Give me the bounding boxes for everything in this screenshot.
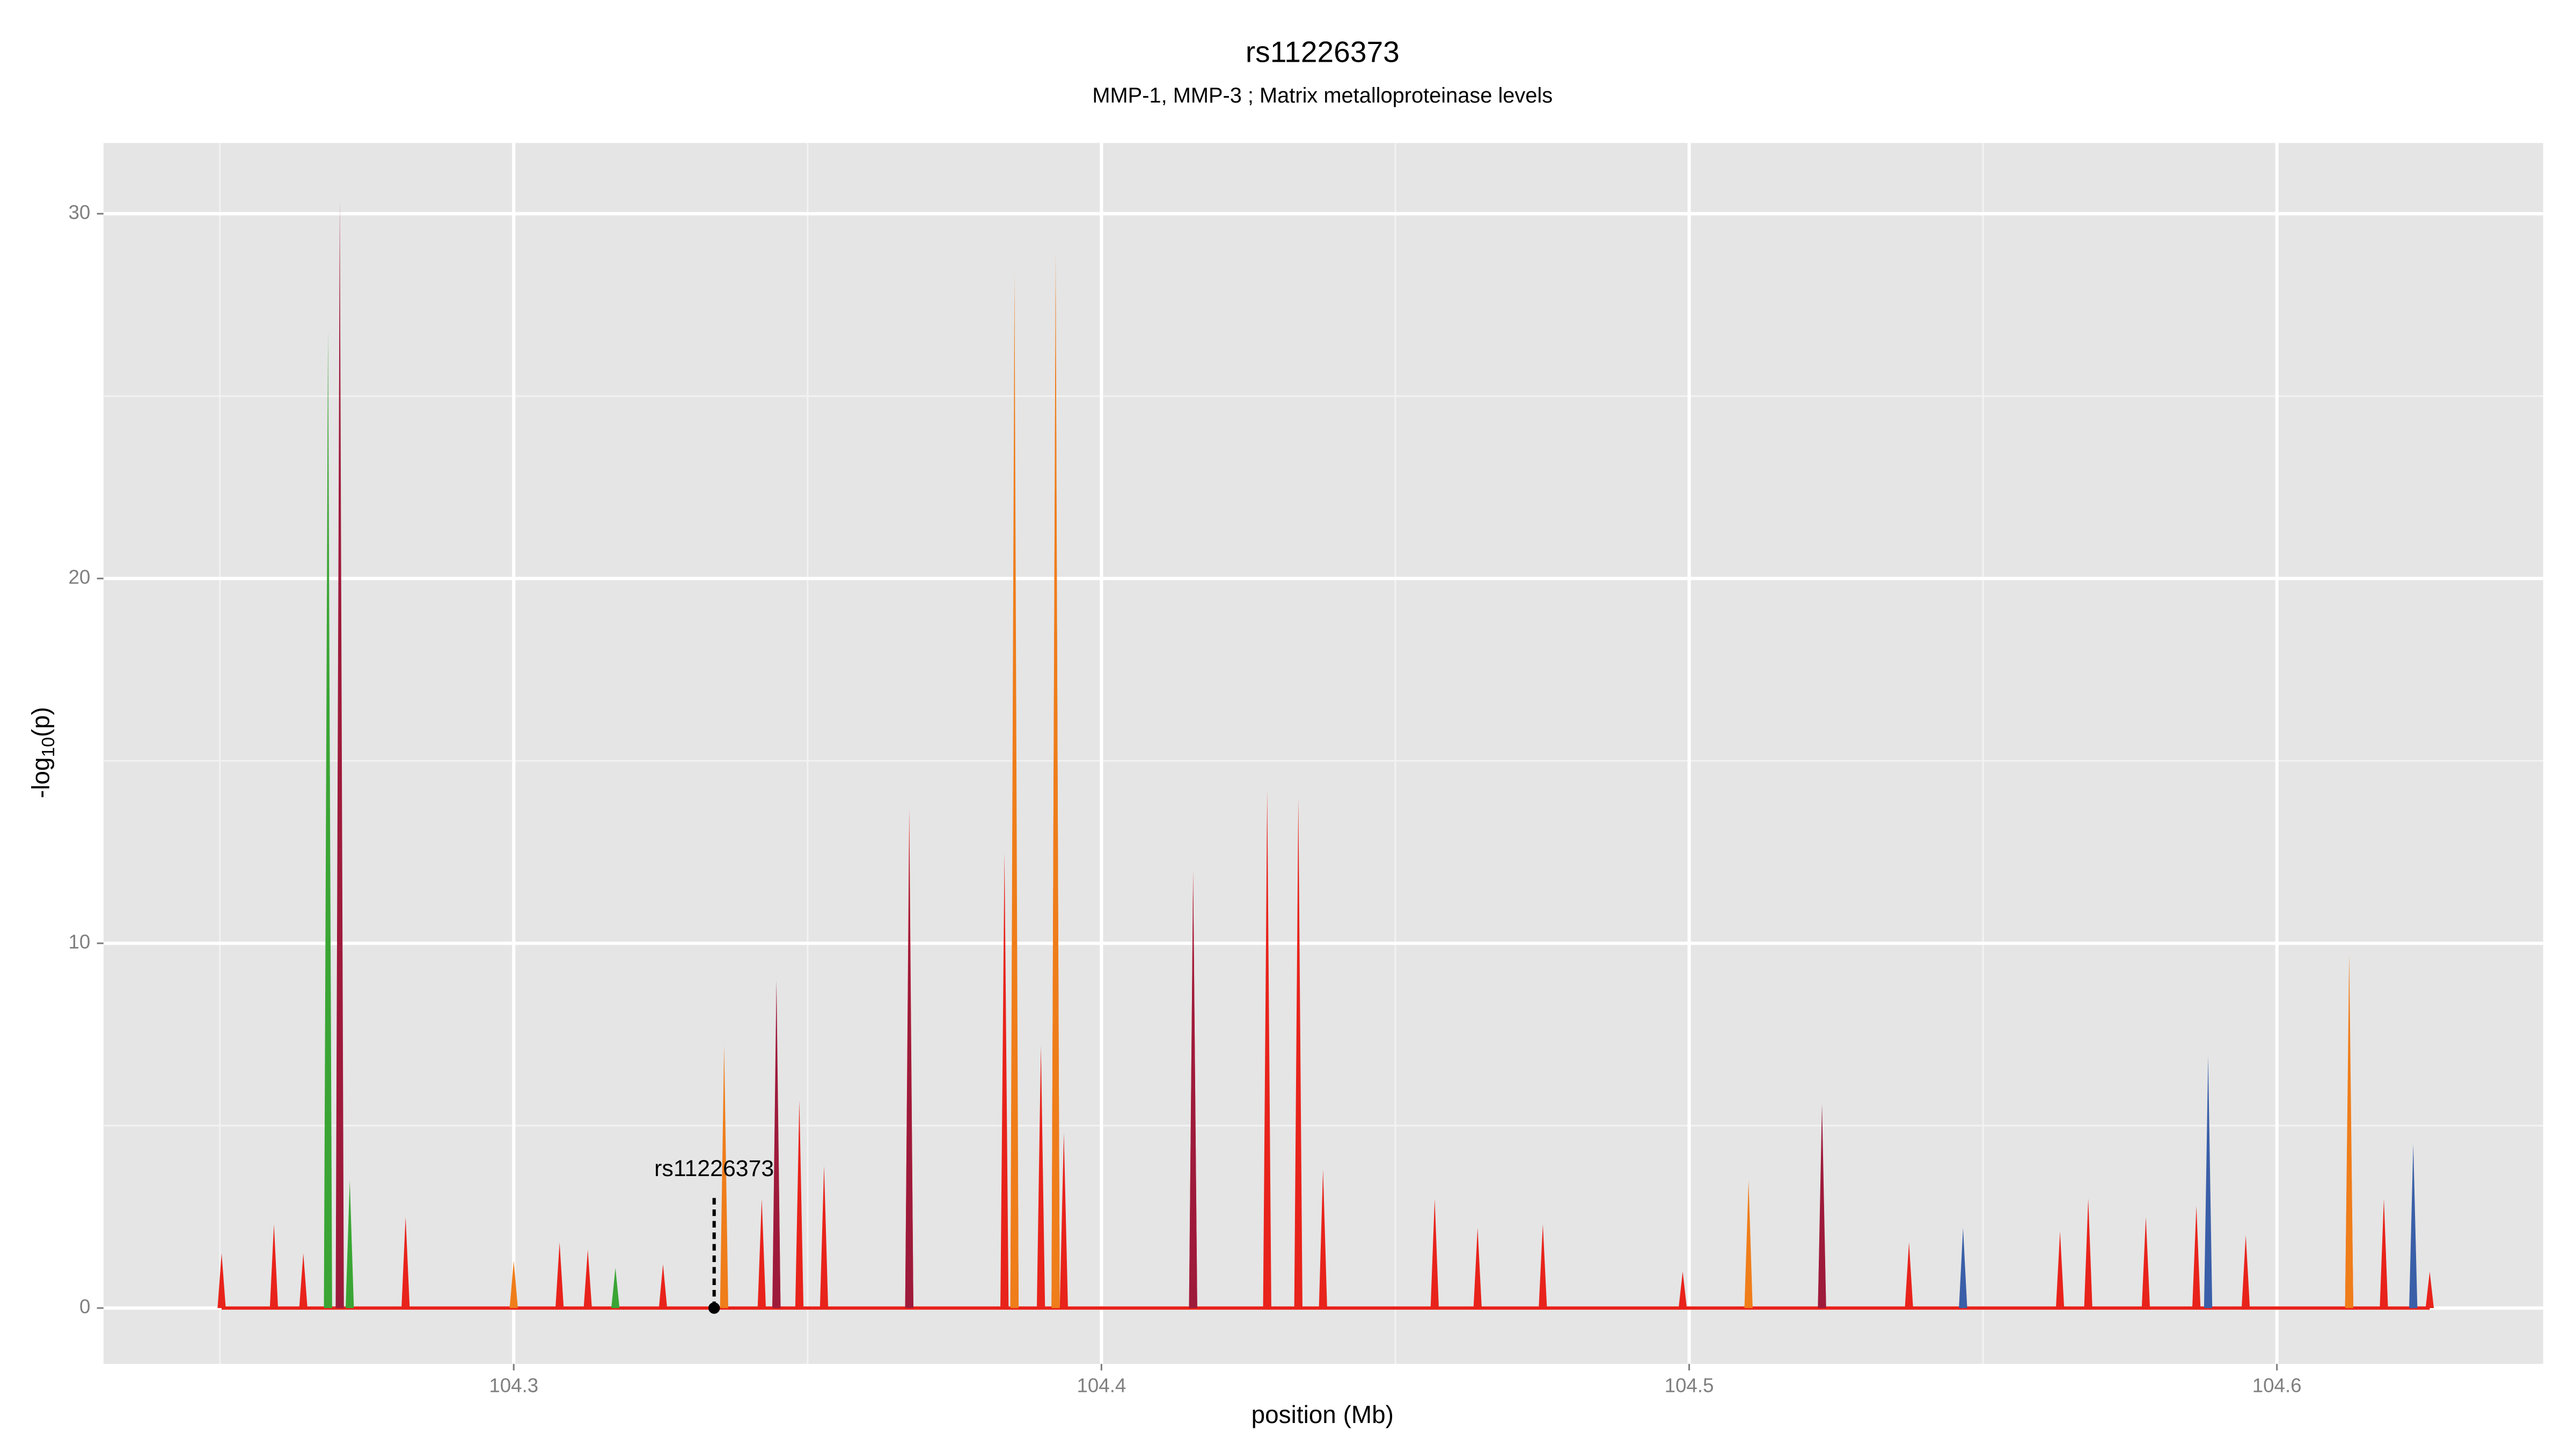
spike <box>2345 954 2354 1308</box>
spike <box>2204 1056 2213 1308</box>
spike <box>819 1165 829 1308</box>
spike <box>2409 1144 2418 1308</box>
plot-panel <box>103 143 2543 1364</box>
chart-subtitle: MMP-1, MMP-3 ; Matrix metalloproteinase … <box>1092 84 1553 107</box>
x-axis-title: position (Mb) <box>1252 1400 1394 1428</box>
x-tick-label: 104.4 <box>1077 1374 1126 1396</box>
spike <box>299 1253 308 1308</box>
spike <box>772 980 781 1308</box>
spike <box>905 834 913 1308</box>
spike <box>324 330 332 1308</box>
spike <box>555 1242 564 1308</box>
spike <box>217 1253 226 1308</box>
spike <box>1744 1180 1753 1308</box>
spike <box>1059 1133 1068 1308</box>
spike <box>2084 1198 2092 1308</box>
spike <box>2241 1235 2250 1308</box>
spike <box>1818 1104 1826 1308</box>
y-tick-label: 20 <box>69 566 91 588</box>
spike <box>1905 1242 1913 1308</box>
spike <box>1319 1169 1327 1308</box>
y-axis-title-sub: 10 <box>39 737 58 757</box>
spike <box>611 1268 620 1308</box>
chart-title: rs11226373 <box>1246 35 1400 69</box>
spike <box>1294 797 1302 1308</box>
x-tick-label: 104.6 <box>2252 1374 2302 1396</box>
spike <box>757 1198 766 1308</box>
spike <box>401 1216 410 1308</box>
spike <box>2380 1198 2388 1308</box>
annotation-point <box>708 1302 720 1314</box>
spike <box>1959 1228 1967 1308</box>
annotation-label: rs11226373 <box>654 1156 774 1181</box>
y-tick-label: 0 <box>79 1296 90 1318</box>
spike <box>1263 790 1271 1308</box>
spike <box>1430 1198 1439 1308</box>
spike <box>1473 1228 1482 1308</box>
spike <box>2055 1231 2065 1308</box>
spike <box>346 1180 354 1308</box>
y-axis-title-part: -log <box>27 757 55 799</box>
spike <box>1000 852 1009 1308</box>
spike <box>1010 272 1019 1308</box>
y-tick-label: 30 <box>69 201 91 223</box>
spike <box>335 199 344 1308</box>
y-axis-title: -log10(p) <box>27 707 58 798</box>
spike <box>1189 877 1197 1308</box>
spike <box>1539 1224 1547 1308</box>
spike <box>1036 1045 1045 1308</box>
spike <box>1051 253 1060 1308</box>
spike <box>509 1260 518 1308</box>
spike <box>720 1045 728 1308</box>
x-tick-label: 104.5 <box>1665 1374 1714 1396</box>
spike <box>269 1224 279 1308</box>
y-tick-label: 10 <box>69 931 91 953</box>
y-axis-title-part: (p) <box>27 707 55 737</box>
spike <box>2141 1216 2150 1308</box>
spike <box>1678 1271 1687 1308</box>
spike <box>583 1250 592 1308</box>
spike <box>2192 1206 2201 1308</box>
spike <box>658 1264 668 1308</box>
x-tick-label: 104.3 <box>489 1374 538 1396</box>
spike <box>795 1100 804 1308</box>
spike <box>2425 1271 2434 1308</box>
